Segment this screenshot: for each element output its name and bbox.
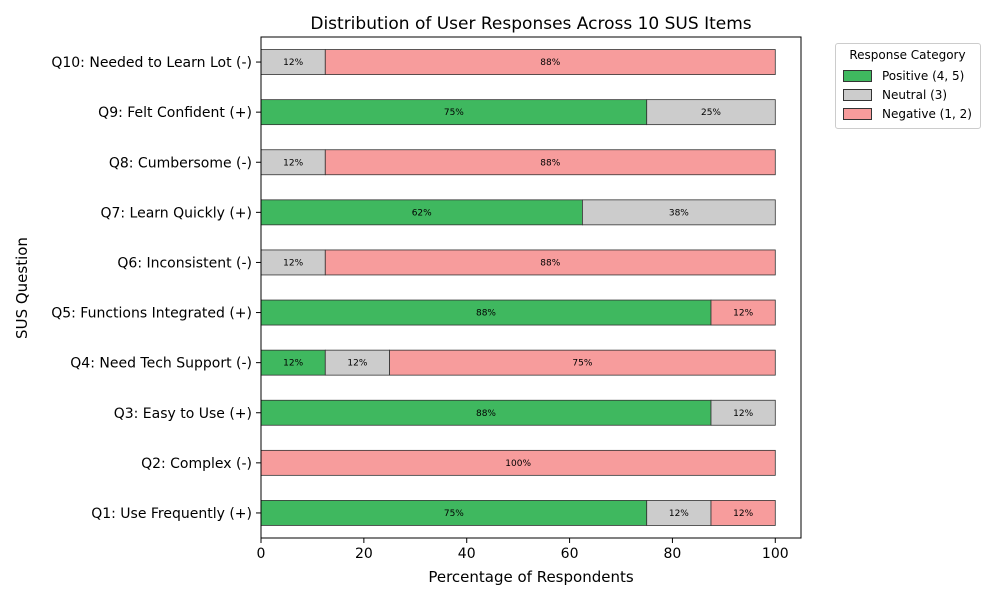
- y-tick-label: Q10: Needed to Learn Lot (-): [51, 55, 252, 71]
- data-label: 100%: [505, 459, 531, 469]
- bar-segment: [324, 249, 776, 276]
- data-label: 62%: [412, 208, 432, 218]
- data-label: 12%: [283, 58, 303, 68]
- bar-segment: [710, 500, 776, 526]
- bar-segment: [260, 49, 326, 75]
- chart-title: Distribution of User Responses Across 10…: [310, 14, 751, 34]
- data-label: 12%: [733, 509, 753, 519]
- bar-segment: [260, 199, 583, 226]
- x-tick-label: 40: [458, 546, 476, 562]
- plot-frame: [260, 36, 802, 539]
- legend-label: Neutral (3): [882, 87, 948, 102]
- y-tick-label: Q5: Functions Integrated (+): [51, 306, 252, 322]
- y-tick-label: Q7: Learn Quickly (+): [100, 205, 252, 221]
- data-label: 88%: [476, 309, 496, 319]
- bar-segment: [389, 349, 776, 376]
- y-tick-label: Q4: Need Tech Support (-): [70, 356, 252, 372]
- bar-segment: [260, 449, 776, 476]
- y-tick-label: Q1: Use Frequently (+): [91, 506, 252, 522]
- bar-segment: [582, 199, 776, 226]
- x-tick-label: 80: [664, 546, 682, 562]
- data-label: 12%: [347, 359, 367, 369]
- legend-swatch-negative: [843, 107, 872, 120]
- bar-segment: [260, 399, 712, 426]
- x-tick-label: 0: [257, 546, 266, 562]
- y-tick-label: Q8: Cumbersome (-): [109, 155, 252, 171]
- data-label: 75%: [444, 509, 464, 519]
- y-tick-label: Q3: Easy to Use (+): [114, 406, 252, 422]
- legend-label: Positive (4, 5): [882, 68, 965, 83]
- data-label: 88%: [540, 158, 560, 168]
- bar-segment: [260, 249, 326, 276]
- legend-label: Negative (1, 2): [882, 106, 972, 121]
- bar-segment: [324, 49, 776, 75]
- data-label: 75%: [444, 108, 464, 118]
- y-tick-label: Q2: Complex (-): [141, 456, 252, 472]
- y-tick-label: Q6: Inconsistent (-): [117, 255, 252, 271]
- data-label: 12%: [283, 258, 303, 268]
- legend: Response Category Positive (4, 5) Neutra…: [835, 43, 981, 129]
- data-label: 88%: [476, 409, 496, 419]
- legend-item-positive: Positive (4, 5): [843, 66, 972, 85]
- data-label: 12%: [283, 158, 303, 168]
- x-tick-label: 20: [355, 546, 373, 562]
- bar-segment: [260, 500, 648, 526]
- legend-item-neutral: Neutral (3): [843, 85, 972, 104]
- bar-segment: [710, 299, 776, 326]
- data-label: 88%: [540, 58, 560, 68]
- bar-segment: [710, 399, 776, 426]
- legend-swatch-positive: [843, 69, 872, 82]
- legend-item-negative: Negative (1, 2): [843, 104, 972, 123]
- data-label: 75%: [572, 359, 592, 369]
- x-tick-label: 60: [561, 546, 579, 562]
- bar-segment: [646, 99, 776, 126]
- data-label: 38%: [669, 208, 689, 218]
- data-label: 88%: [540, 258, 560, 268]
- x-axis-label: Percentage of Respondents: [428, 568, 634, 586]
- data-label: 12%: [669, 509, 689, 519]
- data-label: 12%: [733, 309, 753, 319]
- legend-swatch-neutral: [843, 88, 872, 101]
- bar-segment: [324, 349, 390, 376]
- y-axis-label: SUS Question: [13, 237, 31, 339]
- legend-title: Response Category: [849, 48, 966, 62]
- x-tick-label: 100: [762, 546, 789, 562]
- data-label: 12%: [283, 359, 303, 369]
- data-label: 25%: [701, 108, 721, 118]
- bar-segment: [260, 149, 326, 176]
- y-tick-label: Q9: Felt Confident (+): [98, 105, 252, 121]
- bar-segment: [646, 500, 712, 526]
- data-label: 12%: [733, 409, 753, 419]
- bar-segment: [324, 149, 776, 176]
